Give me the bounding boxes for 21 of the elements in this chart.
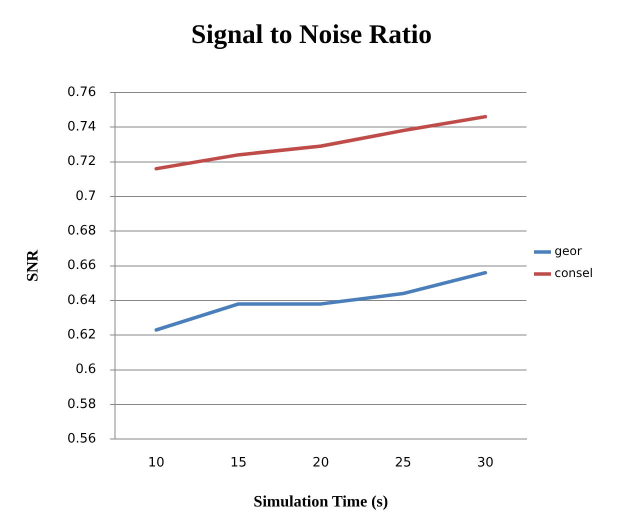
legend-label: geor bbox=[554, 244, 582, 258]
chart-title: Signal to Noise Ratio bbox=[191, 19, 432, 50]
y-tick-label: 0.56 bbox=[67, 432, 96, 447]
x-tick-label: 10 bbox=[148, 455, 165, 470]
y-tick-label: 0.74 bbox=[67, 119, 96, 134]
y-axis-title: SNR bbox=[24, 249, 42, 282]
y-tick-label: 0.66 bbox=[67, 258, 96, 274]
y-tick-label: 0.7 bbox=[75, 188, 96, 204]
y-tick-label: 0.72 bbox=[67, 154, 96, 170]
legend-label: consel bbox=[554, 266, 593, 280]
y-tick-label: 0.76 bbox=[67, 84, 96, 100]
y-tick-label: 0.68 bbox=[67, 223, 96, 238]
x-tick-label: 25 bbox=[394, 455, 412, 470]
y-tick-label: 0.64 bbox=[67, 292, 96, 308]
y-tick-label: 0.62 bbox=[67, 328, 96, 343]
x-tick-label: 15 bbox=[230, 455, 247, 470]
x-tick-label: 20 bbox=[312, 455, 330, 470]
x-tick-label: 30 bbox=[477, 455, 494, 470]
y-tick-label: 0.6 bbox=[75, 362, 96, 378]
y-tick-label: 0.58 bbox=[67, 396, 96, 412]
x-axis-title: Simulation Time (s) bbox=[254, 494, 388, 511]
